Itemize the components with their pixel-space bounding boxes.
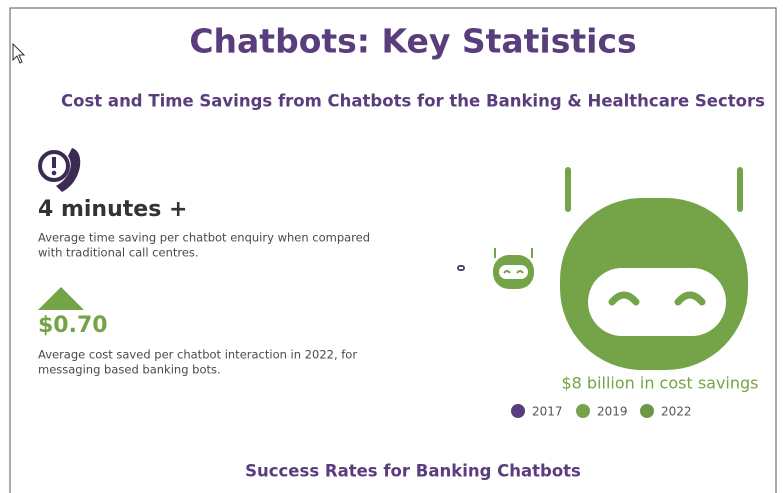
robot-2022	[560, 167, 748, 370]
stat-description: messaging based banking bots.	[38, 363, 221, 377]
legend-label: 2022	[661, 405, 692, 419]
subtitle: Cost and Time Savings from Chatbots for …	[61, 92, 765, 111]
phone-icon	[38, 148, 81, 192]
stat-value: 4 minutes +	[38, 197, 187, 222]
title: Chatbots: Key Statistics	[189, 22, 636, 61]
frame	[9, 7, 777, 493]
section-heading: Success Rates for Banking Chatbots	[245, 462, 581, 481]
legend-swatch	[511, 404, 525, 418]
stat-description: with traditional call centres.	[38, 246, 199, 260]
robot-2017	[457, 265, 465, 271]
legend-swatch	[576, 404, 590, 418]
up-triangle	[38, 287, 84, 310]
cursor	[12, 42, 26, 64]
legend-label: 2019	[597, 405, 628, 419]
legend-swatch	[640, 404, 654, 418]
stat-value: $0.70	[38, 313, 108, 338]
stat-description: Average cost saved per chatbot interacti…	[38, 348, 357, 362]
robot-caption: $8 billion in cost savings	[561, 374, 758, 393]
legend-label: 2017	[532, 405, 563, 419]
stat-description: Average time saving per chatbot enquiry …	[38, 231, 370, 245]
robot-2019	[493, 248, 534, 289]
